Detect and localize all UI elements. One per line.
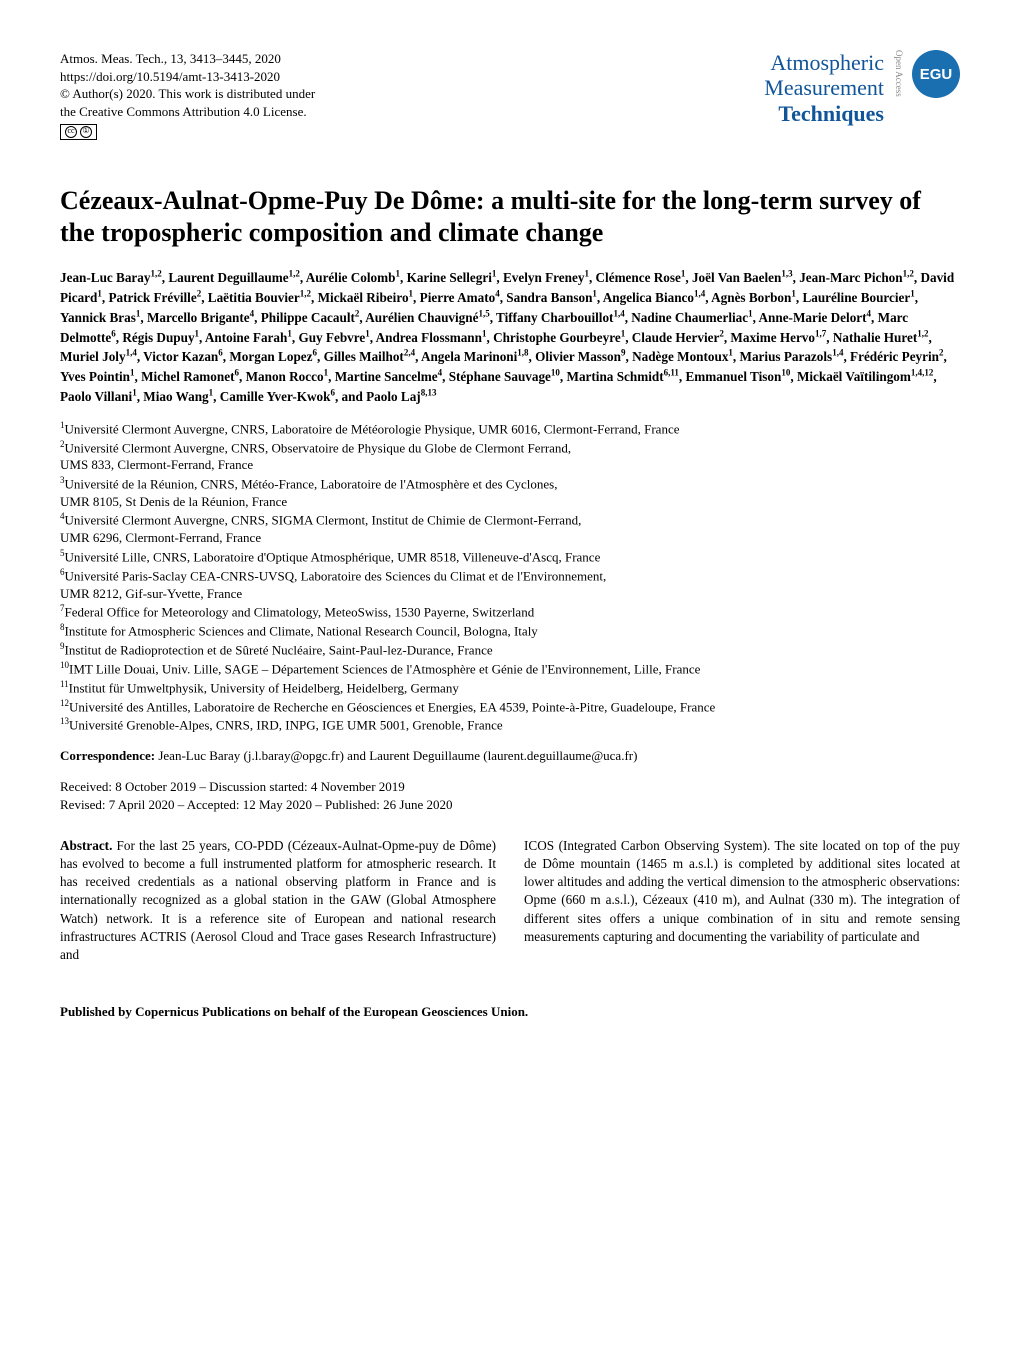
abstract-text-right: ICOS (Integrated Carbon Observing System…: [524, 838, 960, 944]
cc-badge: cc ①: [60, 124, 97, 140]
affiliation-line: 6Université Paris-Saclay CEA-CNRS-UVSQ, …: [60, 566, 960, 585]
abstract-columns: Abstract. For the last 25 years, CO-PDD …: [60, 837, 960, 965]
affiliation-line: 13Université Grenoble-Alpes, CNRS, IRD, …: [60, 715, 960, 734]
correspondence-text: Jean-Luc Baray (j.l.baray@opgc.fr) and L…: [155, 748, 637, 763]
affiliation-line: 8Institute for Atmospheric Sciences and …: [60, 621, 960, 640]
affiliation-line: 2Université Clermont Auvergne, CNRS, Obs…: [60, 438, 960, 457]
authors-block: Jean-Luc Baray1,2, Laurent Deguillaume1,…: [60, 268, 960, 407]
dates-line-1: Received: 8 October 2019 – Discussion st…: [60, 778, 960, 796]
header-journal: Atmospheric Measurement Techniques Open …: [764, 50, 960, 126]
abstract-text-left: For the last 25 years, CO-PDD (Cézeaux-A…: [60, 838, 496, 962]
journal-line-3: Techniques: [764, 101, 884, 126]
affiliation-line: UMR 8212, Gif-sur-Yvette, France: [60, 585, 960, 603]
affiliation-line: UMS 833, Clermont-Ferrand, France: [60, 456, 960, 474]
journal-line-1: Atmospheric: [764, 50, 884, 75]
correspondence-label: Correspondence:: [60, 748, 155, 763]
cc-icon: cc: [65, 126, 77, 138]
correspondence-line: Correspondence: Jean-Luc Baray (j.l.bara…: [60, 748, 960, 764]
affiliation-line: UMR 8105, St Denis de la Réunion, France: [60, 493, 960, 511]
egu-badge-icon: EGU: [912, 50, 960, 98]
journal-ref: Atmos. Meas. Tech., 13, 3413–3445, 2020: [60, 50, 315, 68]
copyright-line: © Author(s) 2020. This work is distribut…: [60, 85, 315, 103]
by-icon: ①: [80, 126, 92, 138]
affiliation-line: 5Université Lille, CNRS, Laboratoire d'O…: [60, 547, 960, 566]
abstract-col-right: ICOS (Integrated Carbon Observing System…: [524, 837, 960, 965]
affiliation-line: 12Université des Antilles, Laboratoire d…: [60, 697, 960, 716]
doi: https://doi.org/10.5194/amt-13-3413-2020: [60, 68, 315, 86]
affiliation-line: 10IMT Lille Douai, Univ. Lille, SAGE – D…: [60, 659, 960, 678]
journal-name-block: Atmospheric Measurement Techniques: [764, 50, 884, 126]
page-title: Cézeaux-Aulnat-Opme-Puy De Dôme: a multi…: [60, 185, 960, 250]
affiliations-block: 1Université Clermont Auvergne, CNRS, Lab…: [60, 419, 960, 735]
header-row: Atmos. Meas. Tech., 13, 3413–3445, 2020 …: [60, 50, 960, 140]
dates-block: Received: 8 October 2019 – Discussion st…: [60, 778, 960, 814]
header-meta: Atmos. Meas. Tech., 13, 3413–3445, 2020 …: [60, 50, 315, 140]
affiliation-line: 7Federal Office for Meteorology and Clim…: [60, 602, 960, 621]
affiliation-line: 9Institut de Radioprotection et de Sûret…: [60, 640, 960, 659]
affiliation-line: 1Université Clermont Auvergne, CNRS, Lab…: [60, 419, 960, 438]
footer-line: Published by Copernicus Publications on …: [60, 1004, 960, 1020]
license-line: the Creative Commons Attribution 4.0 Lic…: [60, 103, 315, 121]
dates-line-2: Revised: 7 April 2020 – Accepted: 12 May…: [60, 796, 960, 814]
affiliation-line: 11Institut für Umweltphysik, University …: [60, 678, 960, 697]
open-access-label: Open Access: [894, 50, 904, 97]
journal-line-2: Measurement: [764, 75, 884, 100]
affiliation-line: 4Université Clermont Auvergne, CNRS, SIG…: [60, 510, 960, 529]
affiliation-line: UMR 6296, Clermont-Ferrand, France: [60, 529, 960, 547]
affiliation-line: 3Université de la Réunion, CNRS, Météo-F…: [60, 474, 960, 493]
abstract-col-left: Abstract. For the last 25 years, CO-PDD …: [60, 837, 496, 965]
abstract-label: Abstract.: [60, 838, 112, 853]
